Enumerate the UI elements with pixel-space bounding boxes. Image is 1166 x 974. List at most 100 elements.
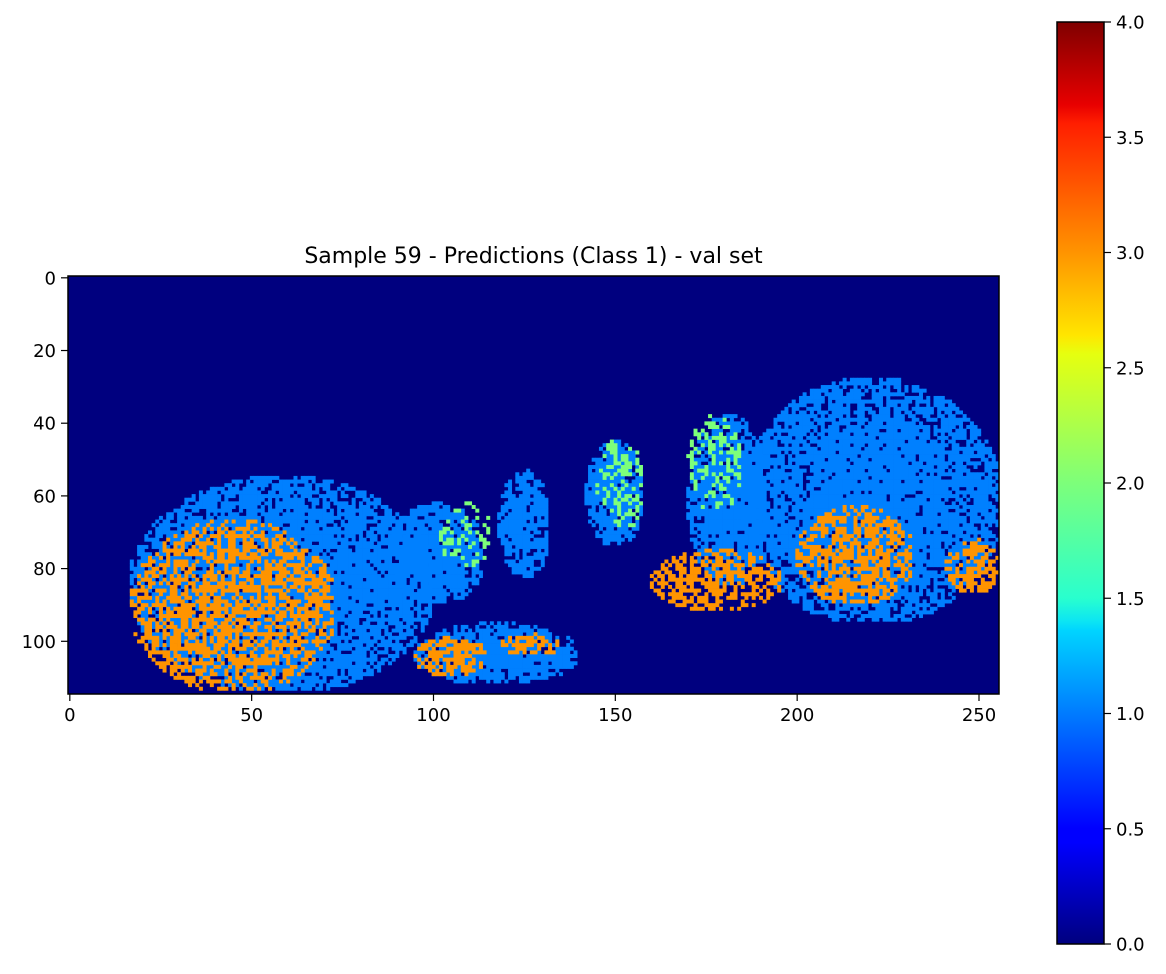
heatmap-cell <box>369 501 374 506</box>
heatmap-cell <box>228 577 233 582</box>
heatmap-cell <box>355 555 360 560</box>
heatmap-cell <box>446 512 451 517</box>
heatmap-cell <box>257 519 262 524</box>
heatmap-cell <box>409 643 414 648</box>
heatmap-cell <box>380 639 385 644</box>
heatmap-cell <box>442 566 447 571</box>
heatmap-cell <box>518 475 523 480</box>
heatmap-cell <box>758 519 763 524</box>
heatmap-cell <box>318 635 323 640</box>
heatmap-cell <box>304 534 309 539</box>
heatmap-cell <box>522 479 527 484</box>
heatmap-cell <box>537 519 542 524</box>
heatmap-cell <box>348 574 353 579</box>
heatmap-cell <box>275 523 280 528</box>
heatmap-cell <box>362 512 367 517</box>
heatmap-cell <box>457 559 462 564</box>
heatmap-cell <box>358 501 363 506</box>
heatmap-cell <box>380 657 385 662</box>
heatmap-cell <box>224 483 229 488</box>
heatmap-cell <box>406 526 411 531</box>
heatmap-cell <box>431 530 436 535</box>
heatmap-cell <box>304 646 309 651</box>
heatmap-cell <box>526 486 531 491</box>
heatmap-cell <box>286 512 291 517</box>
heatmap-cell <box>693 494 698 499</box>
heatmap-cell <box>529 555 534 560</box>
heatmap-cell <box>231 635 236 640</box>
heatmap-cell <box>733 530 738 535</box>
heatmap-cell <box>278 486 283 491</box>
heatmap-cell <box>428 606 433 611</box>
heatmap-cell <box>377 595 382 600</box>
heatmap-cell <box>304 486 309 491</box>
heatmap-cell <box>471 534 476 539</box>
heatmap-cell <box>224 541 229 546</box>
heatmap-cell <box>337 577 342 582</box>
heatmap-cell <box>442 559 447 564</box>
heatmap-cell <box>348 523 353 528</box>
heatmap-cell <box>529 512 534 517</box>
heatmap-cell <box>362 657 367 662</box>
heatmap-cell <box>591 465 596 469</box>
heatmap-cell <box>609 515 614 520</box>
heatmap-cell <box>308 534 313 539</box>
heatmap-cell <box>471 570 476 575</box>
heatmap-cell <box>373 563 378 568</box>
heatmap-cell <box>326 501 331 506</box>
heatmap-cell <box>315 664 320 669</box>
heatmap-cell <box>206 508 211 513</box>
heatmap-cell <box>213 639 218 644</box>
heatmap-cell <box>358 668 363 673</box>
heatmap-cell <box>228 508 233 513</box>
heatmap-cell <box>249 621 254 626</box>
heatmap-cell <box>609 523 614 528</box>
heatmap-cell <box>348 486 353 491</box>
heatmap-cell <box>700 523 705 528</box>
heatmap-cell <box>631 504 636 509</box>
heatmap-cell <box>315 508 320 513</box>
heatmap-cell <box>369 574 374 579</box>
heatmap-cell <box>344 639 349 644</box>
heatmap-cell <box>373 501 378 506</box>
heatmap-cell <box>537 494 542 499</box>
heatmap-cell <box>315 552 320 557</box>
heatmap-cell <box>537 537 542 542</box>
heatmap-cell <box>428 559 433 564</box>
heatmap-cell <box>220 679 225 684</box>
heatmap-cell <box>242 504 247 509</box>
heatmap-cell <box>438 592 443 597</box>
heatmap-cell <box>158 595 163 600</box>
heatmap-cell <box>133 599 138 604</box>
heatmap-cell <box>420 504 425 509</box>
heatmap-cell <box>362 548 367 553</box>
heatmap-cell <box>715 428 720 433</box>
heatmap-cell <box>722 472 727 477</box>
heatmap-cell <box>329 668 334 673</box>
heatmap-cell <box>220 519 225 524</box>
heatmap-cell <box>428 581 433 586</box>
heatmap-cell <box>326 628 331 633</box>
heatmap-cell <box>522 563 527 568</box>
heatmap-cell <box>340 632 345 637</box>
heatmap-cell <box>304 570 309 575</box>
heatmap-cell <box>518 479 523 484</box>
heatmap-cell <box>329 526 334 531</box>
heatmap-cell <box>235 537 240 542</box>
heatmap-cell <box>348 566 353 571</box>
heatmap-cell <box>322 534 327 539</box>
heatmap-cell <box>373 584 378 589</box>
heatmap-cell <box>198 490 203 495</box>
heatmap-cell <box>377 592 382 597</box>
heatmap-cell <box>711 479 716 484</box>
heatmap-cell <box>195 508 200 513</box>
heatmap-cell <box>206 592 211 597</box>
heatmap-cell <box>729 439 734 444</box>
heatmap-cell <box>722 534 727 539</box>
heatmap-cell <box>322 523 327 528</box>
heatmap-cell <box>348 519 353 524</box>
heatmap-cell <box>355 584 360 589</box>
heatmap-cell <box>348 657 353 662</box>
heatmap-cell <box>162 552 167 557</box>
heatmap-cell <box>628 530 633 535</box>
